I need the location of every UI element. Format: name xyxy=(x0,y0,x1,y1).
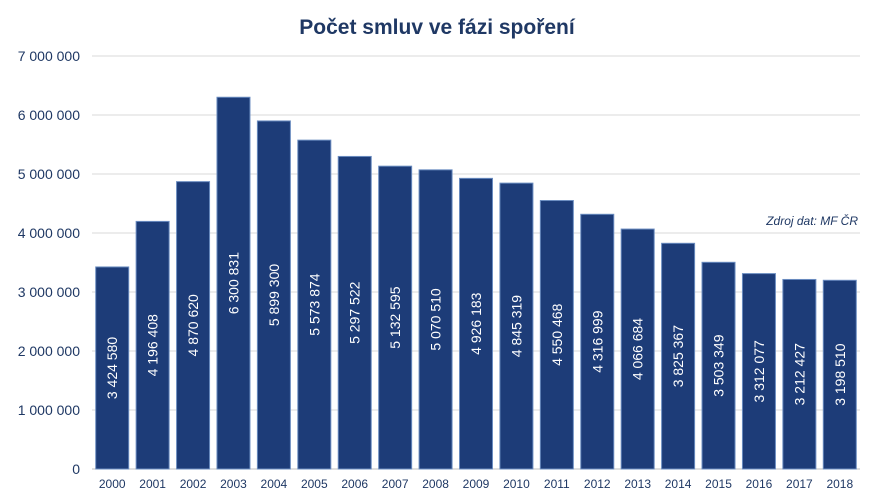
bar-2011 xyxy=(539,200,574,470)
data-label: 5 070 510 xyxy=(428,288,444,350)
bar-2000 xyxy=(95,266,130,470)
x-tick-label: 2015 xyxy=(705,477,732,491)
bar-2004 xyxy=(256,120,291,470)
data-label: 3 503 349 xyxy=(711,334,727,396)
x-tick-label: 2013 xyxy=(624,477,651,491)
bar-2016 xyxy=(741,273,776,470)
bar-2007 xyxy=(378,165,413,470)
data-label: 5 899 300 xyxy=(266,264,282,326)
x-tick-label: 2006 xyxy=(341,477,368,491)
y-tick-label: 2 000 000 xyxy=(18,343,80,359)
x-tick-label: 2017 xyxy=(786,477,813,491)
bar-2017 xyxy=(782,278,817,470)
bar-2013 xyxy=(620,228,655,470)
data-label: 4 926 183 xyxy=(468,292,484,354)
y-tick-label: 6 000 000 xyxy=(18,107,80,123)
x-tick-label: 2001 xyxy=(139,477,166,491)
bar-2008 xyxy=(418,169,453,470)
y-tick-label: 5 000 000 xyxy=(18,166,80,182)
data-label: 5 132 595 xyxy=(387,286,403,348)
x-tick-label: 2007 xyxy=(382,477,409,491)
bar-2014 xyxy=(661,242,696,470)
y-tick-label: 4 000 000 xyxy=(18,225,80,241)
bar-2002 xyxy=(176,181,211,470)
x-tick-label: 2009 xyxy=(463,477,490,491)
data-label: 6 300 831 xyxy=(225,252,241,314)
bar-2001 xyxy=(135,220,170,470)
bar-2006 xyxy=(337,155,372,470)
data-label: 3 212 427 xyxy=(791,343,807,405)
data-label: 3 424 580 xyxy=(104,337,120,399)
x-tick-label: 2018 xyxy=(826,477,853,491)
data-label: 4 196 408 xyxy=(145,314,161,376)
bar-2018 xyxy=(822,279,857,470)
data-label: 3 312 077 xyxy=(751,340,767,402)
bar-2015 xyxy=(701,261,736,470)
y-tick-label: 0 xyxy=(72,461,80,477)
bar-2005 xyxy=(297,139,332,470)
x-tick-label: 2011 xyxy=(544,477,570,491)
data-label: 3 198 510 xyxy=(832,343,848,405)
bar-2003 xyxy=(216,96,251,470)
data-label: 4 845 319 xyxy=(508,295,524,357)
source-note: Zdroj dat: MF ČR xyxy=(765,213,858,228)
bar-2009 xyxy=(459,177,493,470)
bar-2012 xyxy=(580,213,615,470)
data-label: 4 066 684 xyxy=(630,318,646,380)
data-label: 4 316 999 xyxy=(589,310,605,372)
x-tick-label: 2012 xyxy=(584,477,611,491)
y-tick-label: 7 000 000 xyxy=(18,48,80,64)
data-label: 5 573 874 xyxy=(306,273,322,335)
x-tick-label: 2005 xyxy=(301,477,328,491)
data-label: 3 825 367 xyxy=(670,325,686,387)
data-label: 4 870 620 xyxy=(185,294,201,356)
chart-title: Počet smluv ve fázi spoření xyxy=(299,16,576,39)
x-tick-label: 2016 xyxy=(746,477,773,491)
data-label: 4 550 468 xyxy=(549,303,565,365)
x-tick-label: 2004 xyxy=(261,477,288,491)
x-tick-label: 2000 xyxy=(99,477,126,491)
y-tick-label: 3 000 000 xyxy=(18,284,80,300)
bar-2010 xyxy=(499,182,534,470)
x-tick-label: 2008 xyxy=(422,477,449,491)
x-tick-label: 2014 xyxy=(665,477,692,491)
x-tick-label: 2010 xyxy=(503,477,530,491)
y-tick-label: 1 000 000 xyxy=(18,402,80,418)
x-tick-label: 2003 xyxy=(220,477,247,491)
data-label: 5 297 522 xyxy=(347,281,363,343)
x-tick-label: 2002 xyxy=(180,477,207,491)
